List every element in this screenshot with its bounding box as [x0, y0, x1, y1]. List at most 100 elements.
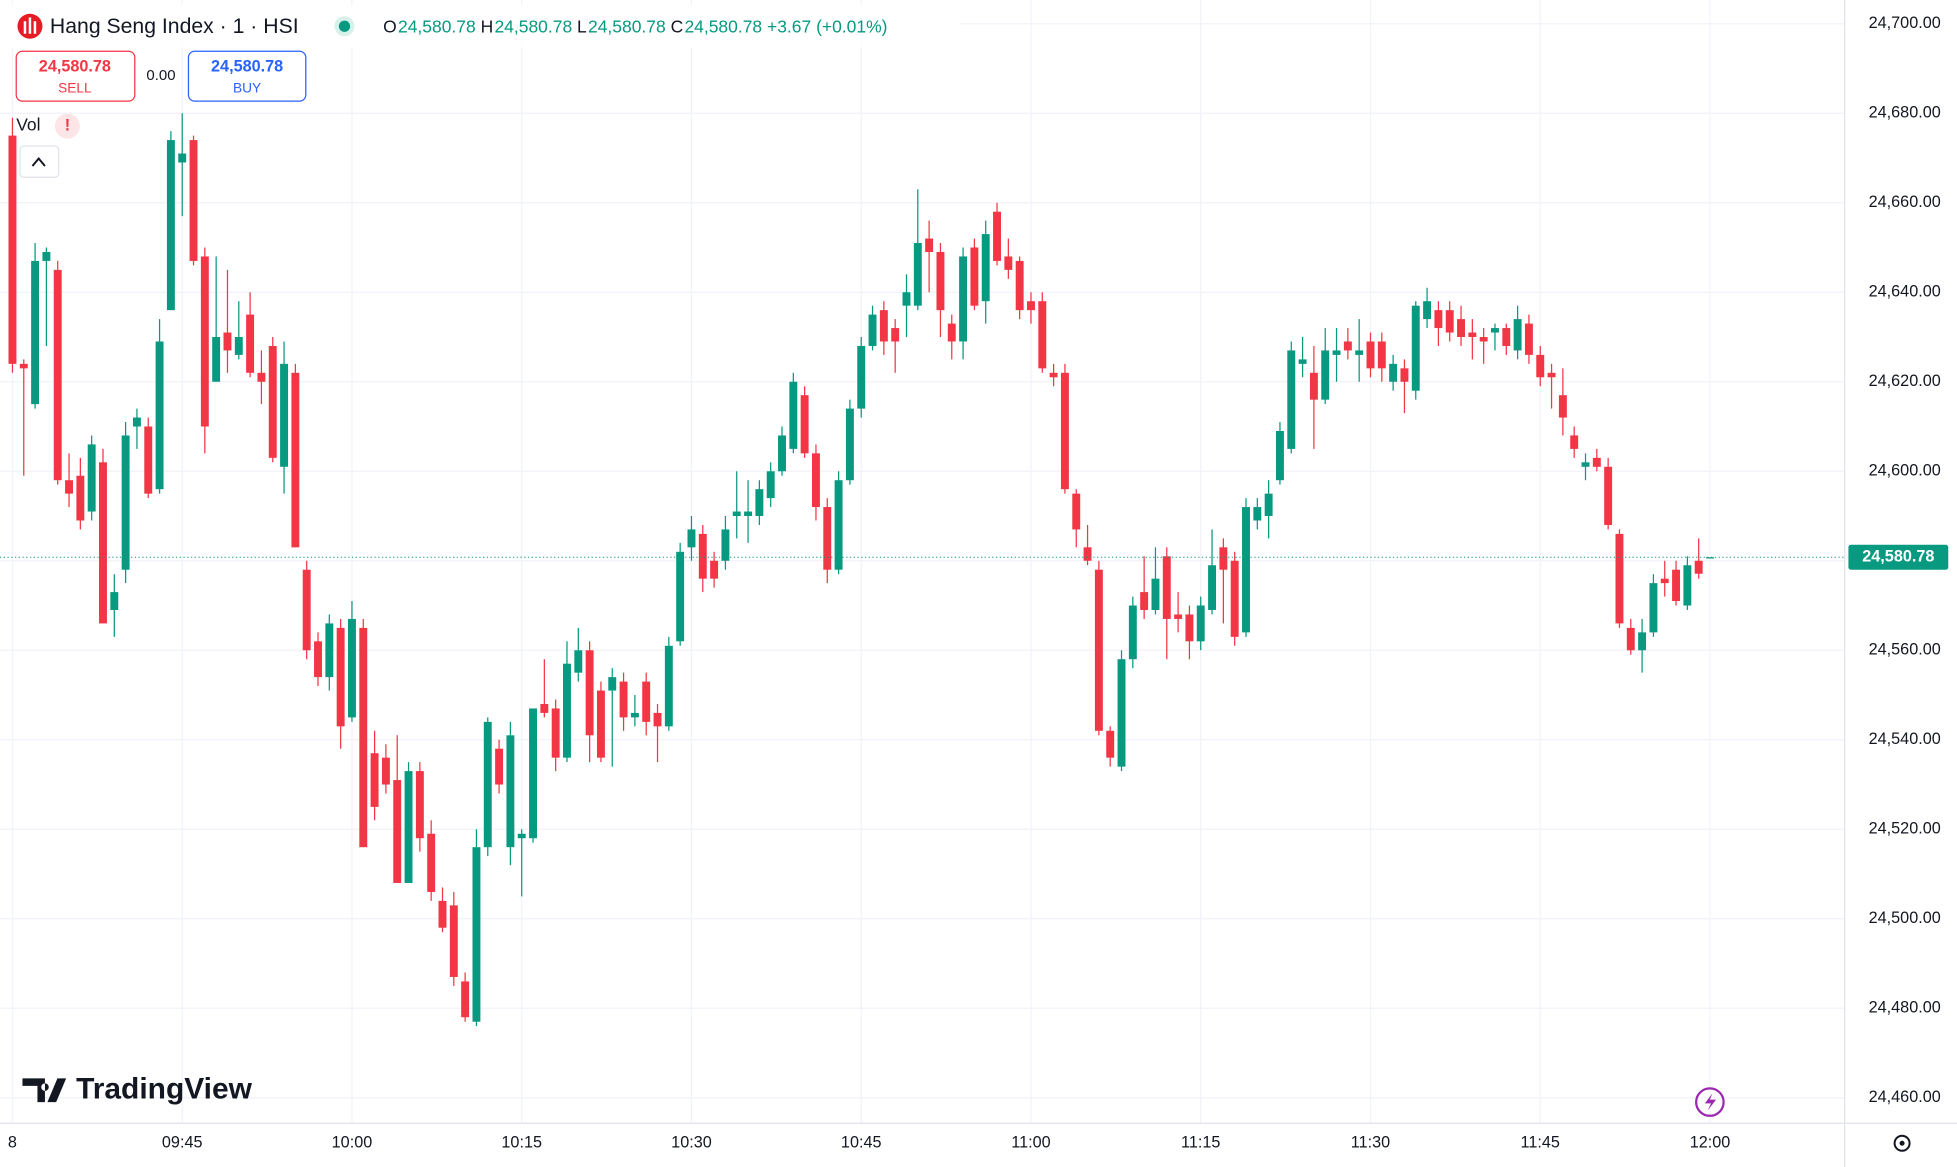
ohlc-label: O — [383, 16, 397, 36]
brand: TradingView — [76, 1073, 253, 1106]
y-tick-label: 24,680.00 — [1869, 104, 1941, 122]
candle-body — [1547, 372, 1556, 378]
candle-body — [427, 833, 436, 892]
candle-body — [336, 627, 345, 727]
candle-body — [99, 462, 107, 624]
x-tick-label: 12:00 — [1690, 1134, 1731, 1152]
x-tick-label: 11:00 — [1011, 1134, 1050, 1152]
last-price-label: 24,580.78 — [1862, 548, 1934, 566]
candle-body — [1615, 533, 1624, 624]
candle-body — [1502, 328, 1511, 346]
candle-body — [970, 247, 979, 306]
candle-body — [1117, 659, 1126, 767]
candle-body — [1536, 354, 1545, 378]
candle-body — [1287, 350, 1296, 449]
candle-body — [325, 623, 334, 678]
candle-body — [495, 748, 504, 785]
candle-body — [891, 328, 900, 342]
candle-body — [347, 618, 356, 718]
candle-body — [234, 337, 243, 355]
candle-body — [1106, 730, 1115, 758]
logo-glyph — [23, 17, 37, 34]
candle-body — [212, 337, 221, 382]
candle-body — [1332, 350, 1341, 355]
ohlc-label: L — [577, 16, 587, 36]
candle-body — [31, 260, 40, 405]
candle-body — [53, 269, 62, 481]
x-tick-label: 10:45 — [841, 1134, 882, 1152]
x-tick-label: 8 — [8, 1134, 17, 1152]
candle-body — [789, 381, 798, 449]
candle-body — [1445, 310, 1454, 333]
ohlc-value: 24,580.78 — [494, 16, 572, 36]
settings-button[interactable] — [1893, 1134, 1911, 1152]
alert-bg[interactable] — [54, 113, 80, 139]
candle-body — [132, 417, 141, 427]
lightning-button[interactable] — [1695, 1087, 1725, 1117]
candle-body — [993, 211, 1001, 261]
x-tick-label: 11:15 — [1181, 1134, 1220, 1152]
ohlc-label: C — [671, 16, 684, 36]
candle-body — [1411, 305, 1420, 391]
candle-body — [1298, 359, 1307, 364]
candle-body — [302, 569, 311, 651]
candle-body — [268, 345, 277, 458]
candle-body — [687, 529, 696, 548]
candle-body — [766, 471, 775, 499]
candle-body — [1004, 256, 1013, 270]
candle-body — [574, 650, 583, 673]
x-tick-label: 09:45 — [162, 1134, 203, 1152]
candle-body — [178, 153, 187, 163]
candle-body — [87, 444, 96, 512]
candle-body — [404, 771, 413, 883]
candle-body — [166, 140, 175, 311]
candle-body — [1072, 493, 1081, 530]
y-tick-label: 24,660.00 — [1869, 193, 1941, 211]
candle-body — [1400, 368, 1409, 382]
candle-body — [1219, 547, 1228, 570]
candle-body — [1015, 260, 1024, 311]
candle-body — [291, 372, 300, 548]
candle-body — [1524, 323, 1533, 355]
candle-body — [1660, 578, 1669, 584]
candle-body — [947, 323, 956, 342]
y-tick-label: 24,600.00 — [1869, 462, 1941, 480]
candle-body — [1128, 605, 1137, 660]
settings-icon — [1899, 1140, 1905, 1146]
symbol[interactable]: Hang Seng Index · 1 · HSI — [50, 15, 299, 38]
candle-body — [1321, 350, 1330, 400]
candle-body — [1649, 583, 1658, 633]
candle-body — [42, 251, 51, 261]
candle-body — [1434, 310, 1443, 329]
candle-body — [438, 900, 447, 928]
candle-body — [563, 663, 571, 758]
buy-button[interactable] — [187, 50, 307, 102]
candle-body — [1570, 435, 1579, 449]
candle-body — [664, 645, 673, 727]
candle-body — [981, 234, 990, 302]
collapse-button[interactable] — [19, 145, 60, 178]
ohlc-label: H — [481, 16, 494, 36]
candle-body — [1479, 337, 1488, 342]
candle-body — [845, 408, 854, 481]
candle-body — [529, 708, 537, 839]
candle-body — [1513, 319, 1522, 351]
candle-body — [959, 256, 968, 342]
candles — [8, 113, 1714, 1027]
sell-button[interactable] — [15, 50, 136, 102]
candle-body — [1038, 301, 1047, 369]
candle-body — [1355, 350, 1364, 355]
candle-body — [1049, 372, 1058, 378]
y-tick-label: 24,640.00 — [1869, 283, 1941, 301]
candle-body — [778, 435, 786, 472]
y-tick-label: 24,520.00 — [1869, 820, 1941, 838]
indicator-name[interactable]: Vol — [16, 115, 40, 135]
candle-body — [902, 292, 911, 306]
last-price-tag — [1848, 544, 1949, 570]
candle-body — [551, 708, 560, 758]
candle-body — [1151, 578, 1160, 610]
candle-body — [698, 533, 707, 579]
candle-body — [1457, 319, 1465, 338]
candle-body — [472, 847, 481, 1022]
